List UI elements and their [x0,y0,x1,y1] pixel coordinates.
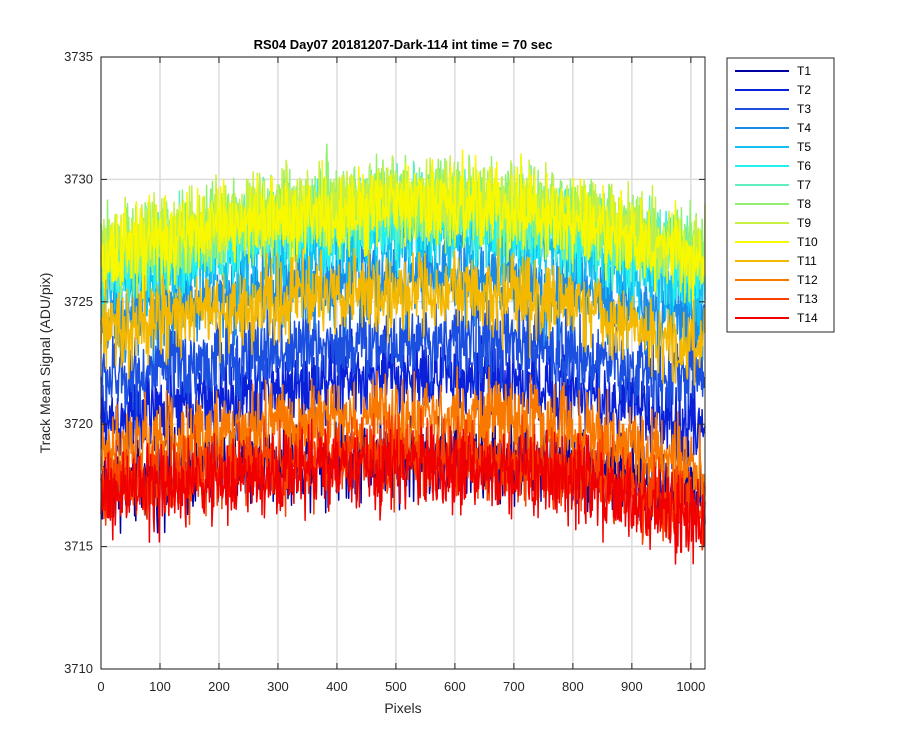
x-tick-label: 300 [267,679,289,694]
y-axis-title: Track Mean Signal (ADU/pix) [37,273,53,454]
x-tick-label: 600 [444,679,466,694]
x-tick-label: 200 [208,679,230,694]
legend-label: T6 [797,159,811,173]
series-line-t11 [100,238,706,386]
legend-label: T7 [797,178,811,192]
x-tick-label: 800 [562,679,584,694]
legend-label: T8 [797,197,811,211]
y-tick-label: 3710 [64,661,93,676]
legend-label: T2 [797,83,811,97]
x-tick-label: 1000 [676,679,705,694]
y-tick-label: 3715 [64,539,93,554]
legend-label: T12 [797,273,818,287]
y-tick-label: 3730 [64,171,93,186]
legend-label: T14 [797,311,818,325]
legend-label: T4 [797,121,811,135]
chart-title: RS04 Day07 20181207-Dark-114 int time = … [254,37,553,52]
x-tick-label: 0 [97,679,104,694]
legend-label: T9 [797,216,811,230]
x-tick-label: 900 [621,679,643,694]
legend-label: T13 [797,292,818,306]
series-line-t10 [100,149,706,306]
legend-label: T1 [797,64,811,78]
x-tick-label: 500 [385,679,407,694]
plot-frame [100,56,706,670]
x-tick-label: 100 [149,679,171,694]
series-line-t14 [100,418,706,565]
legend-label: T10 [797,235,818,249]
x-tick-label: 400 [326,679,348,694]
y-tick-label: 3735 [64,49,93,64]
y-tick-label: 3725 [64,294,93,309]
x-tick-label: 700 [503,679,525,694]
legend-label: T5 [797,140,811,154]
x-axis-title: Pixels [384,700,421,716]
legend-box [726,57,835,333]
legend-label: T11 [797,254,817,268]
legend: T1 T2 T3 T4 T5 T6 T7 T8 T9 T10 T11 T12 T13 T14 [726,57,835,333]
axis-ticks: 0 100 200 300 400 500 600 700 800 900 1000 3710 3715… [64,49,705,694]
series-layer [100,143,706,565]
legend-label: T3 [797,102,811,116]
y-tick-label: 3720 [64,416,93,431]
